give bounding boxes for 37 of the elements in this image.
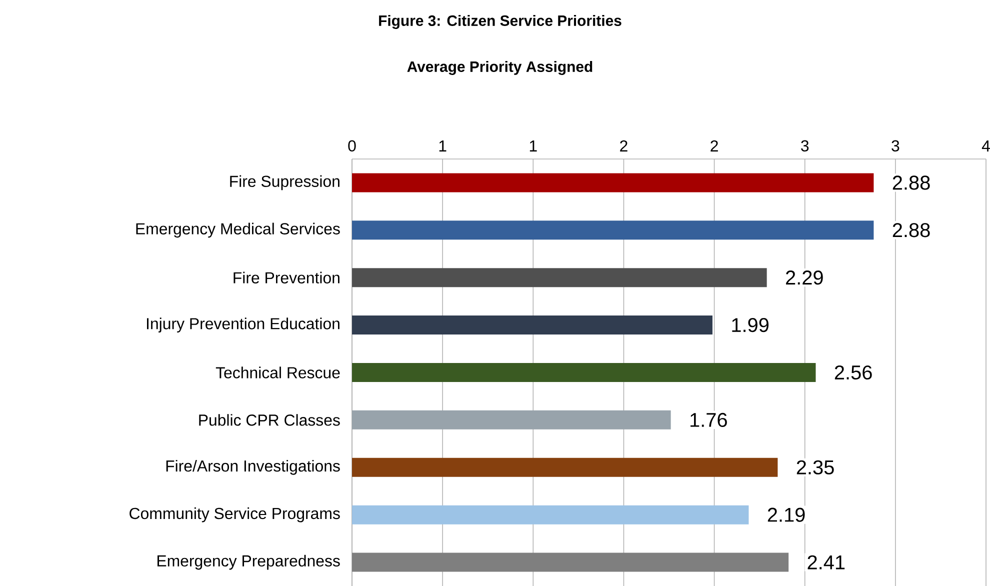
bar xyxy=(352,458,778,477)
y-tick-label: Emergency Preparedness xyxy=(158,554,340,570)
bar xyxy=(352,505,749,524)
bar xyxy=(352,552,789,572)
x-tick-label: 4 xyxy=(982,140,990,152)
data-label: 2.29 xyxy=(786,270,823,285)
bar xyxy=(352,410,671,430)
y-tick-label: Injury Prevention Education xyxy=(147,318,340,332)
bar xyxy=(352,268,767,288)
x-tick-label: 2 xyxy=(710,140,718,152)
data-label: 2.88 xyxy=(892,176,930,190)
chart-subtitle: Average Priority Assigned xyxy=(407,60,592,75)
bar xyxy=(352,316,712,335)
x-tick-label: 1 xyxy=(530,140,537,152)
bar xyxy=(352,173,874,192)
x-tick-label: 3 xyxy=(892,140,900,152)
data-label: 2.35 xyxy=(796,460,834,474)
data-label: 2.88 xyxy=(892,223,930,238)
data-label: 2.56 xyxy=(834,365,872,380)
y-tick-label: Community Service Programs xyxy=(130,507,340,522)
y-tick-label: Technical Rescue xyxy=(216,366,340,378)
x-tick-label: 1 xyxy=(439,140,446,152)
chart-title: Figure 3: Citizen Service Priorities xyxy=(379,14,622,29)
y-tick-label: Public CPR Classes xyxy=(199,414,340,426)
x-tick-label: 0 xyxy=(348,140,356,152)
data-label: 2.19 xyxy=(768,508,805,522)
data-label: 1.99 xyxy=(732,318,769,332)
y-tick-label: Emergency Medical Services xyxy=(136,222,340,238)
bar xyxy=(352,220,874,240)
x-tick-label: 3 xyxy=(801,140,809,152)
y-tick-label: Fire Supression xyxy=(230,175,340,190)
data-label: 2.41 xyxy=(808,555,845,570)
y-tick-label: Fire/Arson Investigations xyxy=(166,460,340,475)
data-label: 1.76 xyxy=(690,412,727,427)
bar xyxy=(352,362,816,382)
x-tick-label: 2 xyxy=(620,140,628,152)
y-tick-label: Fire Prevention xyxy=(234,272,340,284)
